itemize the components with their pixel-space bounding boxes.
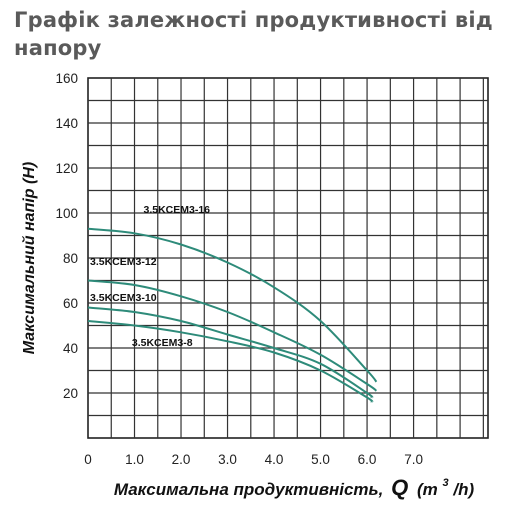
series-line xyxy=(87,320,374,403)
x-tick-label: 5.0 xyxy=(311,452,330,467)
grid-lines xyxy=(88,78,488,438)
chart-title: Графік залежності продуктивності від нап… xyxy=(14,8,493,60)
y-tick-label: 60 xyxy=(63,296,78,311)
y-tick-label: 20 xyxy=(63,386,78,401)
y-tick-label: 120 xyxy=(55,161,78,176)
y-tick-label: 80 xyxy=(63,251,78,266)
series-label: 3.5KCEM3-12 xyxy=(90,256,157,268)
x-tick-label: 3.0 xyxy=(218,452,237,467)
series-label: 3.5KCEM3-10 xyxy=(90,292,157,304)
x-axis-unit-open: (m xyxy=(417,480,438,499)
series-line xyxy=(87,279,378,392)
x-tick-labels: 0 1.0 2.0 3.0 4.0 5.0 6.0 7.0 xyxy=(84,452,423,467)
series-curves xyxy=(87,227,378,403)
y-tick-label: 40 xyxy=(63,341,78,356)
y-tick-label: 100 xyxy=(55,206,78,221)
x-axis-unit-close: /h) xyxy=(452,480,474,499)
series-label: 3.5KCEM3-8 xyxy=(132,337,193,349)
x-axis-symbol: Q xyxy=(391,475,408,500)
y-tick-label: 140 xyxy=(55,116,78,131)
x-tick-label: 1.0 xyxy=(125,452,144,467)
y-axis-label: Максимальний напір (H) xyxy=(21,162,38,354)
y-tick-label: 160 xyxy=(55,71,78,86)
series-labels: 3.5KCEM3-16 3.5KCEM3-12 3.5KCEM3-10 3.5KCEM… xyxy=(90,204,210,349)
series-line xyxy=(87,227,378,383)
x-tick-label: 2.0 xyxy=(172,452,191,467)
x-tick-label: 6.0 xyxy=(358,452,377,467)
x-tick-label: 0 xyxy=(84,452,92,467)
series-line xyxy=(87,306,374,399)
x-tick-label: 7.0 xyxy=(404,452,423,467)
y-tick-labels: 20 40 60 80 100 120 140 160 xyxy=(55,71,78,401)
x-axis-label: Максимальна продуктивність, Q (m 3 /h) xyxy=(114,471,475,500)
x-tick-label: 4.0 xyxy=(265,452,284,467)
series-label: 3.5KCEM3-16 xyxy=(143,204,210,216)
x-axis-label-text: Максимальна продуктивність, xyxy=(114,480,384,499)
x-axis-unit-sup: 3 xyxy=(442,477,448,489)
